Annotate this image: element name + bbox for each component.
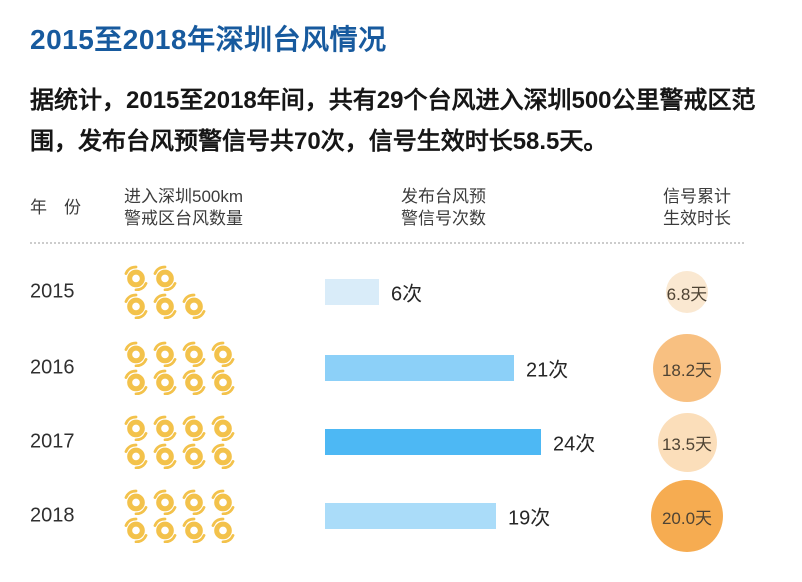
typhoon-icon — [152, 517, 178, 543]
typhoon-icon — [123, 517, 149, 543]
column-header-days: 信号累计 生效时长 — [663, 187, 731, 228]
typhoon-icon — [123, 369, 149, 395]
typhoon-icon — [152, 293, 178, 319]
typhoon-icon — [181, 443, 207, 469]
typhoon-icon — [210, 369, 236, 395]
typhoon-icon-group — [123, 341, 236, 395]
typhoon-icon — [123, 489, 149, 515]
typhoon-icon — [210, 517, 236, 543]
page-title: 2015至2018年深圳台风情况 — [30, 24, 387, 55]
typhoon-icon — [123, 293, 149, 319]
year-label: 2017 — [30, 430, 75, 453]
typhoon-icon — [152, 415, 178, 441]
days-label: 13.5天 — [661, 434, 713, 454]
intro-line-1: 据统计，2015至2018年间，共有29个台风进入深圳500公里警戒区范 — [30, 87, 756, 114]
year-label: 2016 — [30, 356, 75, 379]
typhoon-icon — [152, 265, 178, 291]
typhoon-icon — [181, 293, 207, 319]
year-label: 2018 — [30, 504, 75, 527]
typhoon-icon — [181, 341, 207, 367]
typhoon-icon — [152, 443, 178, 469]
typhoon-icon — [210, 489, 236, 515]
typhoon-icon-group — [123, 415, 236, 469]
days-label: 6.8天 — [666, 284, 708, 304]
typhoon-icon — [152, 489, 178, 515]
typhoon-icon — [181, 415, 207, 441]
warning-count-bar — [325, 429, 541, 455]
days-circle: 20.0天 — [651, 480, 723, 552]
typhoon-icon — [210, 415, 236, 441]
typhoon-icon — [210, 341, 236, 367]
typhoon-icon — [152, 369, 178, 395]
year-label: 2015 — [30, 280, 75, 303]
table-row: 2016 21次 18.2天 — [0, 330, 802, 406]
typhoon-icon — [123, 341, 149, 367]
table-row: 2017 24次 13.5天 — [0, 404, 802, 480]
typhoon-icon — [181, 489, 207, 515]
days-circle: 6.8天 — [666, 271, 708, 313]
warning-count-bar — [325, 355, 514, 381]
days-label: 18.2天 — [661, 360, 713, 380]
warning-count-label: 24次 — [553, 433, 596, 456]
typhoon-icon — [181, 369, 207, 395]
warning-count-label: 21次 — [526, 359, 569, 382]
column-header-warnings: 发布台风预 警信号次数 — [401, 187, 486, 228]
column-header-year: 年 份 — [30, 198, 81, 217]
typhoon-icon — [152, 341, 178, 367]
days-label: 20.0天 — [661, 508, 713, 528]
header-divider — [30, 242, 744, 244]
days-circle: 18.2天 — [653, 334, 721, 402]
warning-count-bar — [325, 503, 496, 529]
table-row: 2018 19次 20.0天 — [0, 478, 802, 554]
days-circle: 13.5天 — [657, 412, 717, 472]
warning-count-label: 19次 — [508, 507, 551, 530]
warning-count-bar — [325, 279, 379, 305]
typhoon-icon — [123, 415, 149, 441]
typhoon-icon — [123, 443, 149, 469]
column-header-typhoons: 进入深圳500km 警戒区台风数量 — [124, 187, 244, 228]
intro-line-2: 围，发布台风预警信号共70次，信号生效时长58.5天。 — [30, 128, 608, 155]
typhoon-icon — [181, 517, 207, 543]
table-row: 2015 6次 6.8天 — [0, 254, 802, 330]
typhoon-icon — [123, 265, 149, 291]
typhoon-icon-group — [123, 489, 236, 543]
typhoon-icon — [210, 443, 236, 469]
typhoon-icon-group — [123, 265, 207, 319]
warning-count-label: 6次 — [391, 283, 423, 306]
intro-paragraph: 据统计，2015至2018年间，共有29个台风进入深圳500公里警戒区范 围，发… — [30, 80, 780, 162]
